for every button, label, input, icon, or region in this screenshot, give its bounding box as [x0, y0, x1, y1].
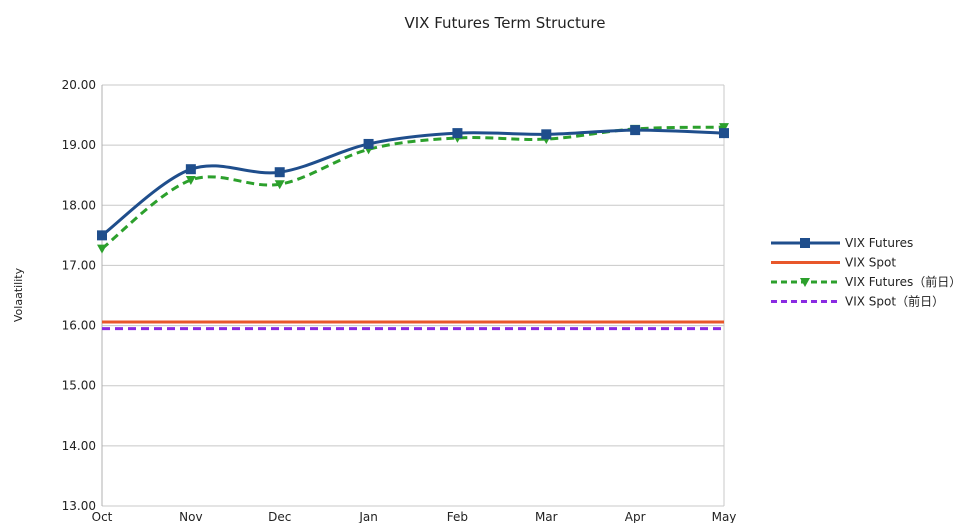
- chart-title: VIX Futures Term Structure: [405, 14, 606, 32]
- x-tick-label: Mar: [535, 510, 558, 523]
- x-tick-label: Oct: [92, 510, 113, 523]
- marker-square: [274, 167, 285, 178]
- legend-label: VIX Futures（前日）: [845, 274, 961, 289]
- x-tick-label: Apr: [625, 510, 646, 523]
- y-tick-label: 18.00: [62, 198, 96, 212]
- marker-square: [800, 238, 810, 248]
- series-line-2: [101, 125, 725, 250]
- marker-triangle: [800, 278, 810, 287]
- y-tick-label: 17.00: [62, 258, 96, 272]
- marker-square: [97, 230, 107, 241]
- marker-square: [363, 138, 374, 149]
- y-axis-label: Volaatility: [12, 267, 25, 322]
- legend-label: VIX Futures: [845, 236, 913, 250]
- x-tick-label: Dec: [268, 510, 291, 523]
- x-tick-label: Nov: [179, 510, 202, 523]
- x-tick-label: Feb: [447, 510, 468, 523]
- legend-label: VIX Spot: [845, 256, 896, 270]
- y-tick-label: 19.00: [62, 138, 96, 152]
- marker-triangle: [185, 176, 196, 186]
- y-tick-label: 15.00: [62, 379, 96, 393]
- marker-triangle: [97, 244, 107, 254]
- marker-square: [541, 129, 552, 140]
- x-tick-label: May: [712, 510, 737, 523]
- marker-square: [452, 128, 463, 139]
- marker-triangle: [719, 123, 729, 133]
- marker-square: [630, 125, 641, 136]
- marker-triangle: [274, 180, 285, 190]
- y-tick-label: 13.00: [62, 499, 96, 513]
- x-tick-label: Jan: [358, 510, 378, 523]
- legend-label: VIX Spot（前日）: [845, 294, 944, 309]
- series-line-0: [101, 128, 725, 237]
- y-tick-label: 20.00: [62, 78, 96, 92]
- marker-square: [185, 164, 196, 175]
- marker-square: [719, 128, 729, 139]
- y-tick-label: 16.00: [62, 319, 96, 333]
- y-tick-label: 14.00: [62, 439, 96, 453]
